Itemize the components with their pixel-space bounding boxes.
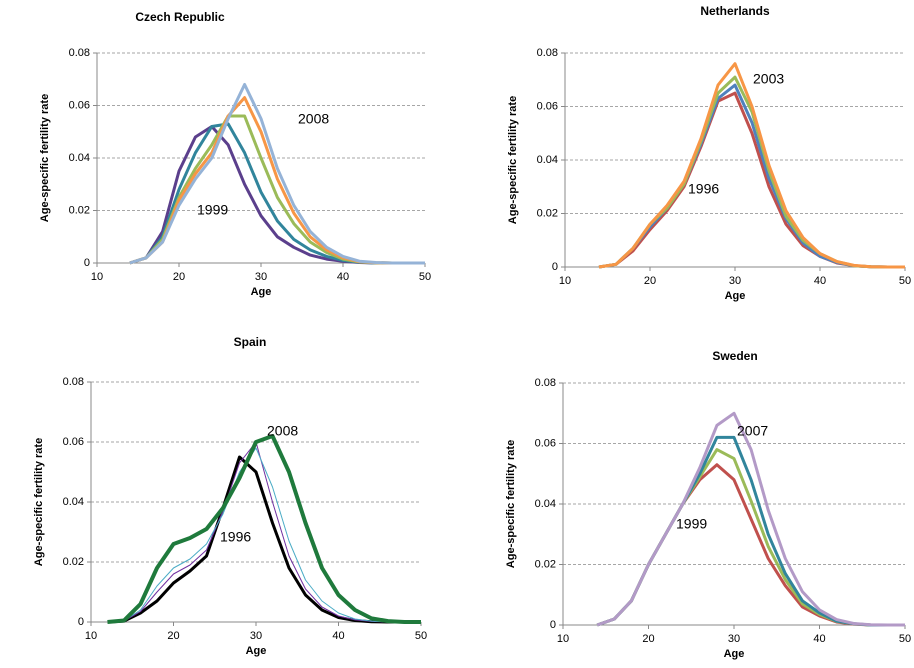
y-tick-label: 0 xyxy=(84,257,90,269)
x-tick-label: 40 xyxy=(332,630,344,642)
x-tick-label: 30 xyxy=(728,633,740,645)
x-tick-label: 30 xyxy=(729,275,741,287)
annotation: 2007 xyxy=(737,423,768,439)
series-line xyxy=(107,434,421,624)
y-tick-label: 0.06 xyxy=(535,437,556,449)
series-line xyxy=(107,441,421,623)
y-tick-label: 0.04 xyxy=(535,498,556,510)
y-tick-label: 0.08 xyxy=(69,47,90,59)
x-axis-label: Age xyxy=(251,286,272,298)
annotation: 1996 xyxy=(688,181,719,197)
x-tick-label: 40 xyxy=(337,271,349,283)
series-line xyxy=(596,411,905,627)
panel: 0 0.02 0.04 0.06 0.08 10 20 30 40 50 Sweden Age Age-… xyxy=(505,349,911,660)
x-tick-label: 20 xyxy=(644,275,656,287)
series-line xyxy=(596,435,905,627)
panel: 0 0.02 0.04 0.06 0.08 10 20 30 40 50 Netherlands Ag… xyxy=(507,4,911,302)
annotation: 2003 xyxy=(753,71,784,87)
chart-title: Czech Republic xyxy=(135,10,225,24)
x-tick-label: 20 xyxy=(167,630,179,642)
y-tick-label: 0.08 xyxy=(537,47,558,59)
y-axis-label: Age-specific fertility rate xyxy=(33,438,45,566)
x-tick-label: 50 xyxy=(899,633,911,645)
y-tick-label: 0 xyxy=(552,261,558,273)
series-line xyxy=(107,447,421,623)
chart-title: Sweden xyxy=(712,349,757,363)
y-tick-label: 0 xyxy=(78,616,84,628)
y-tick-label: 0 xyxy=(550,619,556,631)
y-tick-label: 0.08 xyxy=(535,377,556,389)
x-tick-label: 40 xyxy=(814,275,826,287)
annotation: 1996 xyxy=(220,529,251,545)
x-tick-label: 40 xyxy=(813,633,825,645)
annotation: 2008 xyxy=(267,423,298,439)
chart-title: Netherlands xyxy=(700,4,770,18)
x-tick-label: 10 xyxy=(559,275,571,287)
x-tick-label: 20 xyxy=(642,633,654,645)
y-tick-label: 0.02 xyxy=(63,556,84,568)
x-tick-label: 10 xyxy=(91,271,103,283)
y-axis-label: Age-specific fertility rate xyxy=(505,440,517,568)
series-line xyxy=(107,455,421,624)
panel: 0 0.02 0.04 0.06 0.08 10 20 30 40 50 Czech Republi… xyxy=(39,10,431,298)
x-tick-label: 10 xyxy=(85,630,97,642)
x-axis-label: Age xyxy=(246,645,267,657)
x-tick-label: 30 xyxy=(250,630,262,642)
y-tick-label: 0.08 xyxy=(63,376,84,388)
x-tick-label: 50 xyxy=(899,275,911,287)
y-tick-label: 0.02 xyxy=(69,204,90,216)
x-tick-label: 50 xyxy=(415,630,427,642)
y-axis-label: Age-specific fertility rate xyxy=(39,94,51,222)
annotation: 1999 xyxy=(676,516,707,532)
series-line xyxy=(598,62,905,269)
x-tick-label: 20 xyxy=(173,271,185,283)
y-tick-label: 0.02 xyxy=(537,207,558,219)
x-tick-label: 50 xyxy=(419,271,431,283)
y-tick-label: 0.06 xyxy=(537,100,558,112)
annotation: 2008 xyxy=(298,111,329,127)
x-axis-label: Age xyxy=(725,290,746,302)
y-tick-label: 0.04 xyxy=(537,154,558,166)
x-axis-label: Age xyxy=(724,648,745,660)
annotation: 1999 xyxy=(197,202,228,218)
y-tick-label: 0.04 xyxy=(69,152,90,164)
x-tick-label: 10 xyxy=(557,633,569,645)
y-tick-label: 0.02 xyxy=(535,558,556,570)
chart-title: Spain xyxy=(234,335,267,349)
y-tick-label: 0.04 xyxy=(63,496,84,508)
y-axis-label: Age-specific fertility rate xyxy=(507,96,519,224)
panel: 0 0.02 0.04 0.06 0.08 10 20 30 40 50 Spain Age Age-s… xyxy=(33,335,427,657)
y-tick-label: 0.06 xyxy=(63,436,84,448)
series-line xyxy=(596,463,905,627)
x-tick-label: 30 xyxy=(255,271,267,283)
y-tick-label: 0.06 xyxy=(69,99,90,111)
series-line xyxy=(129,83,425,265)
